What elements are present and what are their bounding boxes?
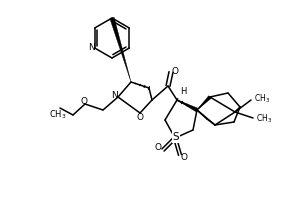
Text: CH$_3$: CH$_3$ (49, 109, 67, 121)
Text: CH$_3$: CH$_3$ (254, 93, 270, 105)
Text: S: S (173, 132, 179, 142)
Text: O: O (80, 98, 88, 106)
Text: O: O (181, 152, 187, 162)
Text: O: O (137, 112, 144, 122)
Text: H: H (180, 87, 186, 96)
Polygon shape (177, 100, 198, 112)
Text: O: O (172, 66, 179, 75)
Polygon shape (197, 96, 211, 110)
Polygon shape (110, 17, 131, 82)
Text: N: N (88, 43, 95, 52)
Text: CH$_3$: CH$_3$ (256, 113, 272, 125)
Text: N: N (110, 92, 117, 100)
Text: O: O (154, 143, 162, 152)
